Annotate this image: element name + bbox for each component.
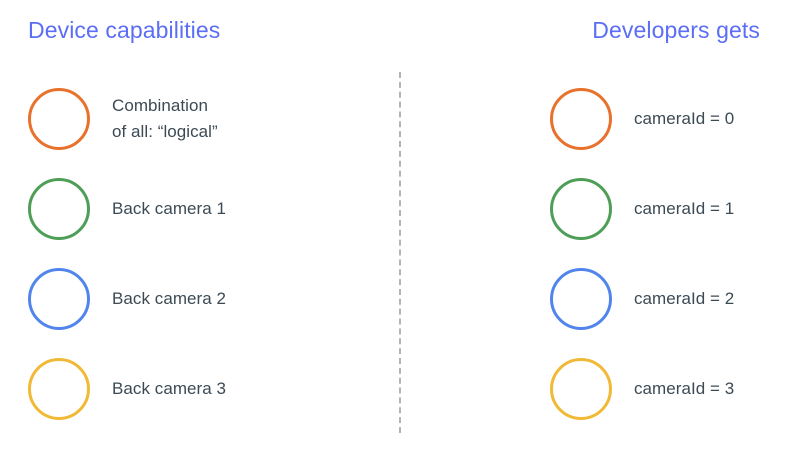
camera-id-label: cameraId = 0 (634, 109, 735, 128)
camera-id-label: cameraId = 3 (634, 379, 735, 398)
circle-orange (550, 88, 612, 150)
vertical-dashed-divider (399, 72, 401, 433)
column-heading-developers-gets: Developers gets (592, 17, 760, 43)
camera-id-row: cameraId = 1 (550, 178, 734, 240)
capability-label: Back camera 2 (112, 289, 227, 308)
circle-blue (550, 268, 612, 330)
capability-row: Back camera 2 (28, 268, 226, 330)
capability-row: Back camera 1 (28, 178, 226, 240)
column-heading-device-capabilities: Device capabilities (28, 17, 221, 43)
capability-label: Back camera 1 (112, 199, 227, 218)
circle-blue (28, 268, 90, 330)
capability-label: Combination of all: “logical” (112, 96, 218, 141)
camera-id-label: cameraId = 2 (634, 289, 735, 308)
capability-label: Back camera 3 (112, 379, 227, 398)
capability-row: Combination of all: “logical” (28, 88, 218, 150)
camera-id-row: cameraId = 0 (550, 88, 734, 150)
capability-row: Back camera 3 (28, 358, 226, 420)
circle-yellow (28, 358, 90, 420)
circle-orange (28, 88, 90, 150)
camera-id-row: cameraId = 2 (550, 268, 734, 330)
circle-green (550, 178, 612, 240)
camera-id-row: cameraId = 3 (550, 358, 734, 420)
circle-green (28, 178, 90, 240)
circle-yellow (550, 358, 612, 420)
camera-id-label: cameraId = 1 (634, 199, 735, 218)
